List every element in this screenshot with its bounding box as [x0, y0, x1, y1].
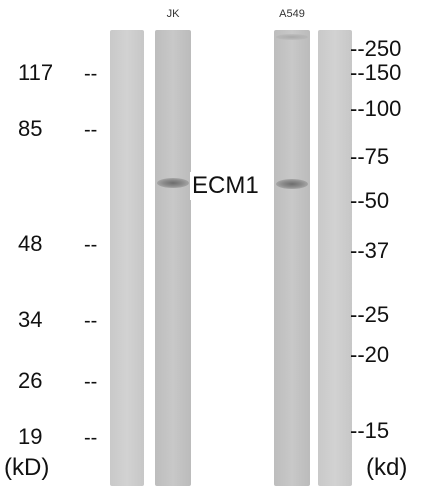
left-marker-value: 117 — [18, 60, 54, 85]
left-marker-value: 26 — [18, 368, 43, 393]
lane-a549 — [274, 30, 310, 486]
left-marker-26: 26 -- — [18, 368, 98, 393]
right-unit-label: (kd) — [366, 454, 408, 481]
left-marker-value: 48 — [18, 231, 43, 256]
lane-1-blank — [110, 30, 144, 486]
right-marker-15: --15 — [350, 418, 390, 443]
lane-4-blank — [318, 30, 352, 486]
lane-jk — [155, 30, 191, 486]
ecm1-band-a549 — [276, 179, 308, 189]
right-marker-150: --150 — [350, 60, 402, 85]
left-marker-19: 19 -- — [18, 424, 98, 449]
left-marker-value: 34 — [18, 307, 43, 332]
left-marker-value: 85 — [18, 116, 43, 141]
left-marker-34: 34 -- — [18, 307, 98, 332]
right-marker-50: --50 — [350, 188, 390, 213]
left-marker-value: 19 — [18, 424, 43, 449]
right-marker-100: --100 — [350, 96, 402, 121]
right-marker-20: --20 — [350, 342, 390, 367]
right-marker-75: --75 — [350, 144, 390, 169]
left-marker-117: 117 -- — [18, 60, 98, 85]
right-marker-250: --250 — [350, 36, 402, 61]
ecm1-band-jk — [157, 178, 189, 188]
lane-label-jk: JK — [166, 8, 180, 20]
target-protein-label: ECM1 — [190, 172, 261, 200]
left-marker-48: 48 -- — [18, 231, 98, 256]
left-unit-label: (kD) — [4, 454, 50, 481]
lane-label-a549: A549 — [279, 8, 305, 20]
right-marker-37: --37 — [350, 238, 390, 263]
faint-band-a549 — [276, 34, 308, 40]
right-marker-25: --25 — [350, 302, 390, 327]
left-marker-85: 85 -- — [18, 116, 98, 141]
